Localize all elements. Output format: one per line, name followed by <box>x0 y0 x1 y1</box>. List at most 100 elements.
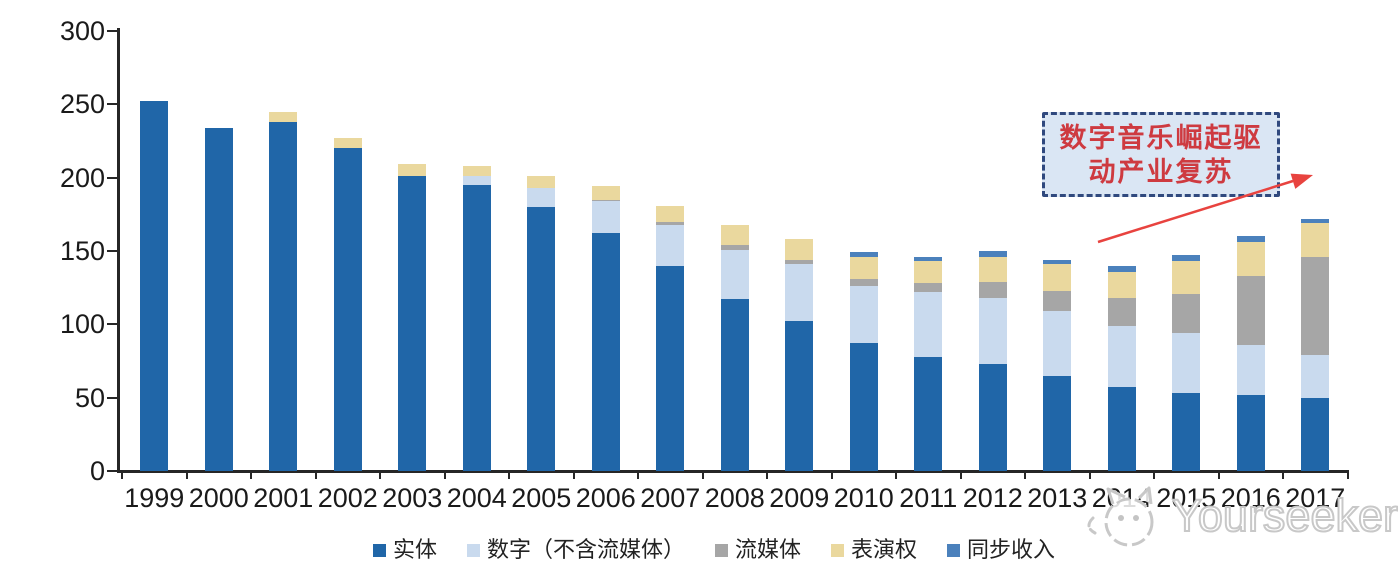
y-axis-tick-label: 100 <box>59 309 105 340</box>
legend-item-4: 同步收入 <box>947 538 1055 562</box>
bar-segment <box>1172 261 1201 294</box>
bar-segment <box>720 299 749 471</box>
bar-segment <box>140 101 169 471</box>
annotation-box: 数字音乐崛起驱 动产业复苏 <box>1042 112 1280 197</box>
bar-segment <box>462 185 491 471</box>
y-axis-tick-mark <box>107 103 118 106</box>
bar-segment <box>1107 325 1136 388</box>
bar-segment <box>1236 344 1265 395</box>
legend-item-0: 实体 <box>372 538 437 562</box>
bar-segment <box>527 176 556 188</box>
x-axis-tick-mark <box>379 471 381 479</box>
y-axis-tick-mark <box>107 250 118 252</box>
bar-segment <box>462 176 491 185</box>
bar-segment <box>1236 236 1265 243</box>
x-axis-category-label: 2003 <box>382 483 443 513</box>
y-axis-tick-label: 250 <box>59 89 105 120</box>
x-axis-category-label: 2007 <box>640 483 701 513</box>
y-axis-tick-label: 200 <box>59 162 105 193</box>
y-axis-tick-label: 150 <box>59 236 105 266</box>
bar-segment <box>1107 297 1136 326</box>
y-axis-tick-label: 300 <box>59 16 105 46</box>
bar-segment <box>1107 271 1136 298</box>
y-axis-tick-mark <box>107 176 118 179</box>
bar-segment <box>785 321 814 471</box>
bar-segment <box>527 207 556 471</box>
x-axis-tick-mark <box>572 471 575 479</box>
bar-segment <box>1043 375 1072 471</box>
bar-segment <box>1236 394 1265 471</box>
x-axis-category-label: 2013 <box>1027 483 1088 513</box>
bar-segment <box>720 245 749 250</box>
x-axis-tick-mark <box>637 471 639 479</box>
bar-segment <box>591 233 620 471</box>
bar-segment <box>1043 259 1072 265</box>
bar-segment <box>914 292 943 357</box>
x-axis-tick-mark <box>1346 471 1349 479</box>
bar-segment <box>527 187 556 207</box>
bar-segment <box>978 281 1007 298</box>
legend-swatch <box>831 543 844 557</box>
legend-item-2: 流媒体 <box>714 537 801 562</box>
y-axis-tick-label: 0 <box>89 456 105 486</box>
x-axis-tick-mark <box>701 471 704 479</box>
bar-segment <box>656 205 685 222</box>
cat-face-icon <box>1087 486 1154 547</box>
bar-segment <box>785 239 814 260</box>
bar-segment <box>1301 256 1330 356</box>
chart-legend: 实体 数字（不含流媒体） 流媒体 表演权 同步收入 <box>0 538 1398 562</box>
bar-segment <box>720 224 749 246</box>
bar-segment <box>398 164 427 177</box>
x-axis-tick-mark <box>508 471 510 479</box>
x-axis-category-label: 2008 <box>704 483 765 513</box>
legend-label: 同步收入 <box>967 537 1056 562</box>
bar-segment <box>1107 265 1136 272</box>
x-axis-category-label: 2005 <box>511 483 572 513</box>
x-axis-tick-mark <box>250 471 252 479</box>
x-axis-category-label: 2012 <box>962 483 1023 513</box>
bar-segment <box>849 278 878 287</box>
legend-label: 表演权 <box>851 537 918 562</box>
x-axis-category-label: 2017 <box>1285 483 1346 513</box>
x-axis-tick-mark <box>185 471 188 479</box>
watermark-text: Yourseeker <box>1171 490 1398 541</box>
x-axis-tick-mark <box>1088 471 1091 479</box>
bar-segment <box>269 111 298 122</box>
y-axis-tick-mark <box>107 323 118 326</box>
annotation-arrow-head <box>1290 173 1313 189</box>
bar-segment <box>1043 290 1072 312</box>
bar-segment <box>1301 223 1330 257</box>
legend-label: 流媒体 <box>734 537 801 562</box>
bar-segment <box>914 261 943 284</box>
legend-label: 数字（不含流媒体） <box>486 537 685 562</box>
bar-segment <box>1172 255 1201 262</box>
bar-segment <box>1107 387 1136 471</box>
x-axis-category-label: 2011 <box>899 483 958 513</box>
legend-swatch <box>372 543 386 557</box>
bar-segment <box>656 265 685 471</box>
bar-segment <box>656 224 685 266</box>
y-axis-line <box>117 28 120 473</box>
y-axis-tick-mark <box>107 396 118 399</box>
legend-swatch <box>714 543 728 557</box>
x-axis-tick-mark <box>1024 471 1026 479</box>
bar-segment <box>1301 218 1330 224</box>
bar-segment <box>1043 311 1072 376</box>
legend-item-1: 数字（不含流媒体） <box>466 537 685 562</box>
bar-segment <box>591 201 620 234</box>
x-axis-tick-mark <box>959 471 962 479</box>
bar-segment <box>1172 393 1201 471</box>
legend-swatch <box>466 543 480 557</box>
bar-segment <box>849 286 878 344</box>
bar-segment <box>720 249 749 300</box>
bar-segment <box>462 165 491 177</box>
bar-segment <box>978 256 1007 282</box>
bar-segment <box>978 297 1007 364</box>
bar-segment <box>398 176 427 471</box>
bar-segment <box>269 121 298 471</box>
bar-segment <box>204 127 233 471</box>
bar-segment <box>1236 275 1265 345</box>
x-axis-category-label: 2015 <box>1156 483 1217 513</box>
bar-segment <box>914 283 943 293</box>
bar-segment <box>914 356 943 471</box>
